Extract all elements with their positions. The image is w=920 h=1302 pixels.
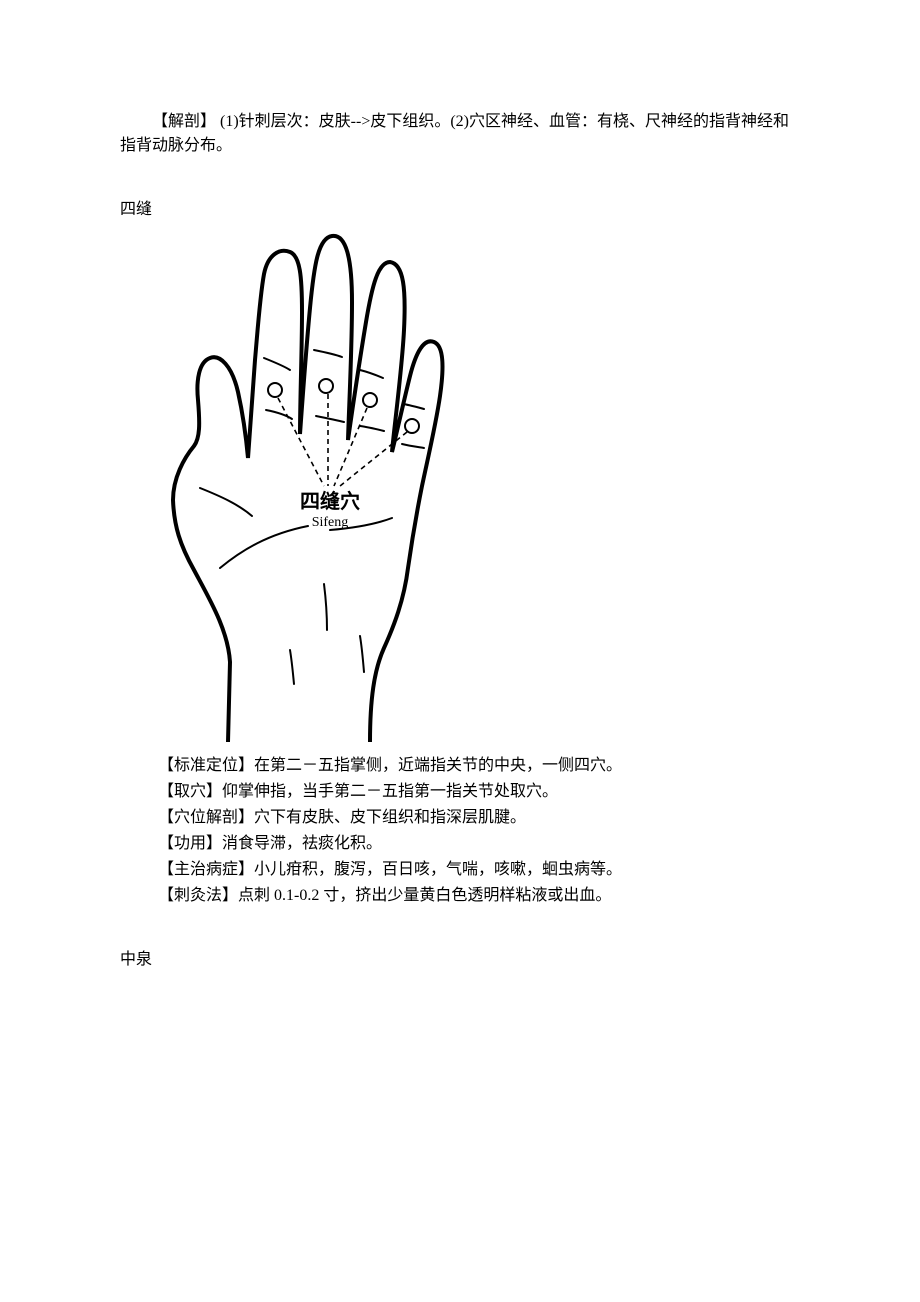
hand-diagram: 四缝穴 Sifeng — [160, 230, 452, 750]
figure-label-cn: 四缝穴 — [300, 489, 360, 513]
leader-lines — [278, 394, 407, 486]
point-little — [405, 419, 419, 433]
point-middle — [319, 379, 333, 393]
point-index — [268, 383, 282, 397]
point-ring — [363, 393, 377, 407]
paragraph-anatomy: 【解剖】 (1)针刺层次：皮肤-->皮下组织。(2)穴区神经、血管：有桡、尺神经… — [120, 110, 800, 158]
detail-jiepou: 【穴位解剖】穴下有皮肤、皮下组织和指深层肌腱。 — [158, 806, 800, 830]
detail-zhuzhi: 【主治病症】小儿疳积，腹泻，百日咳，气喘，咳嗽，蛔虫病等。 — [158, 858, 800, 882]
heading-sifeng: 四缝 — [120, 198, 800, 222]
detail-location: 【标准定位】在第二－五指掌侧，近端指关节的中央，一侧四穴。 — [158, 754, 800, 778]
detail-quxue: 【取穴】仰掌伸指，当手第二－五指第一指关节处取穴。 — [158, 780, 800, 804]
figure-sifeng: 四缝穴 Sifeng — [160, 230, 800, 750]
detail-gongyong: 【功用】消食导滞，祛痰化积。 — [158, 832, 800, 856]
detail-cijiu: 【刺灸法】点刺 0.1-0.2 寸，挤出少量黄白色透明样粘液或出血。 — [158, 884, 800, 908]
hand-outline-path — [173, 236, 442, 742]
document-page: 【解剖】 (1)针刺层次：皮肤-->皮下组织。(2)穴区神经、血管：有桡、尺神经… — [0, 0, 920, 1302]
figure-label-en: Sifeng — [312, 515, 349, 530]
heading-zhongquan: 中泉 — [120, 948, 800, 972]
sifeng-details: 【标准定位】在第二－五指掌侧，近端指关节的中央，一侧四穴。 【取穴】仰掌伸指，当… — [158, 754, 800, 908]
